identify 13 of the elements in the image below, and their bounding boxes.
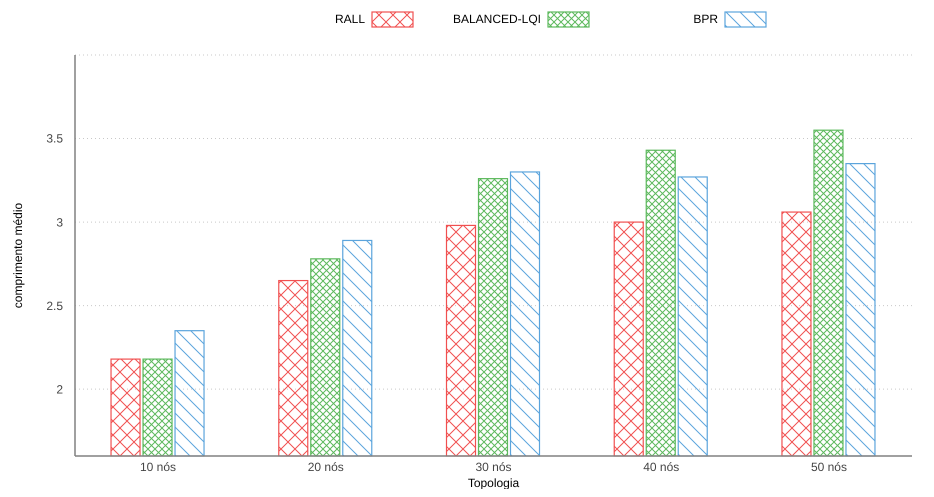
legend-label: BPR — [693, 12, 718, 26]
y-tick-label: 3.5 — [46, 132, 64, 146]
legend-label: RALL — [334, 12, 366, 26]
x-tick-label: 30 nós — [475, 460, 512, 474]
y-tick-label: 2 — [56, 382, 64, 396]
x-tick-label: 10 nós — [140, 460, 176, 474]
y-tick-label: 2.5 — [46, 298, 64, 313]
y-axis-title: comprimento médio — [11, 202, 26, 308]
y-tick-label: 3 — [56, 215, 64, 230]
legend-label: BALANCED-LQI — [452, 12, 541, 26]
x-tick-label: 50 nós — [810, 460, 847, 474]
x-tick-label: 20 nós — [308, 460, 344, 474]
x-tick-label: 40 nós — [643, 460, 680, 474]
